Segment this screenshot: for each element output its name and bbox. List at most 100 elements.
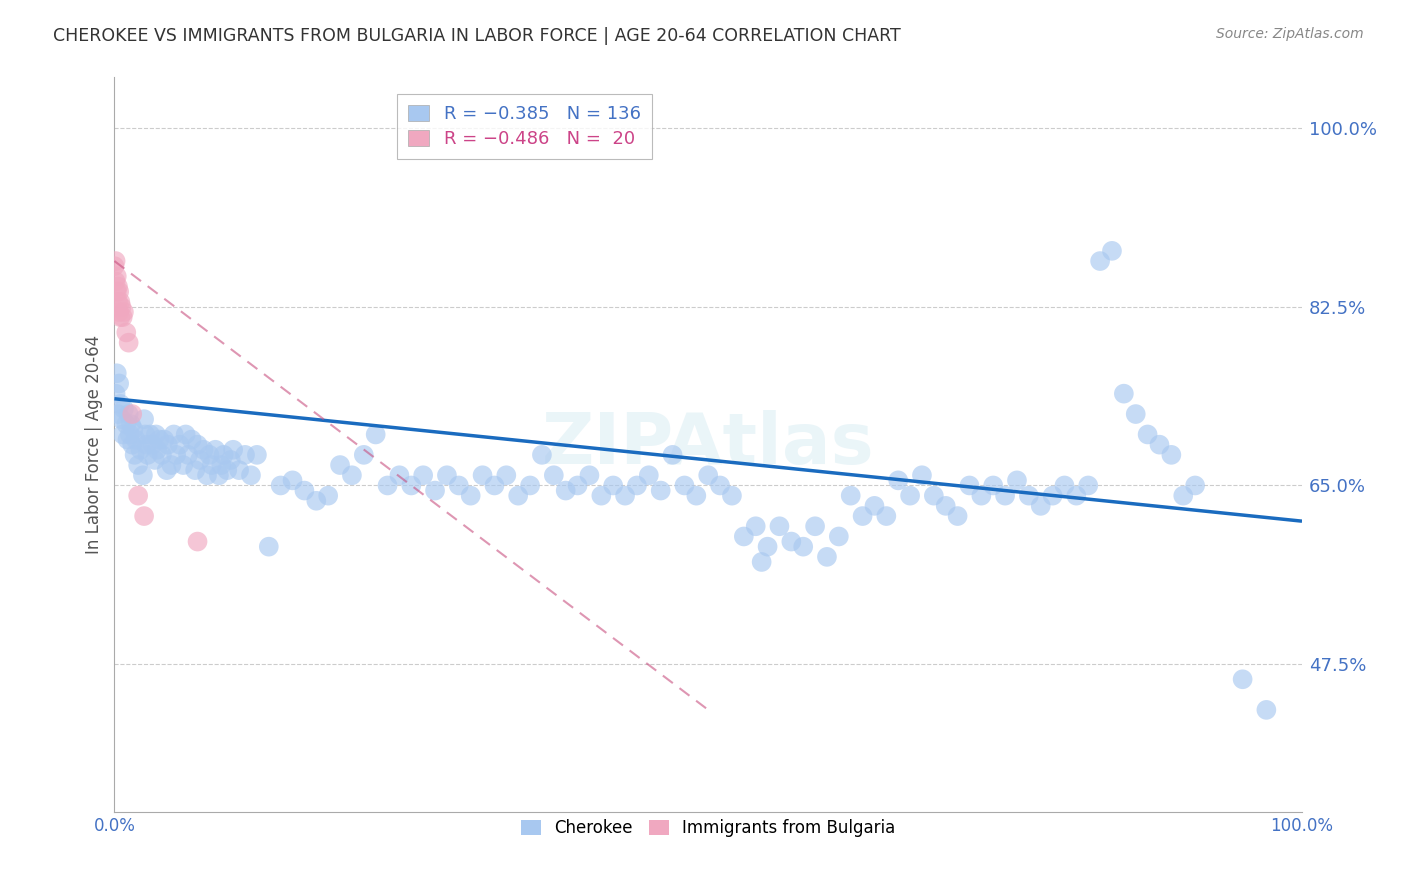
Point	[127, 458, 149, 472]
Point	[104, 275, 127, 289]
Point	[172, 458, 194, 472]
Point	[637, 468, 659, 483]
Point	[184, 463, 207, 477]
Point	[898, 489, 921, 503]
Point	[460, 489, 482, 503]
Text: CHEROKEE VS IMMIGRANTS FROM BULGARIA IN LABOR FORCE | AGE 20-64 CORRELATION CHAR: CHEROKEE VS IMMIGRANTS FROM BULGARIA IN …	[53, 27, 901, 45]
Point	[112, 305, 135, 319]
Point	[875, 509, 897, 524]
Point	[839, 489, 862, 503]
Point	[602, 478, 624, 492]
Point	[132, 509, 155, 524]
Point	[132, 468, 155, 483]
Point	[1005, 474, 1028, 488]
Point	[186, 534, 208, 549]
Point	[554, 483, 576, 498]
Point	[484, 478, 506, 492]
Point	[768, 519, 790, 533]
Point	[104, 386, 127, 401]
Y-axis label: In Labor Force | Age 20-64: In Labor Force | Age 20-64	[86, 335, 103, 554]
Point	[471, 468, 494, 483]
Point	[935, 499, 957, 513]
Point	[110, 310, 132, 325]
Point	[530, 448, 553, 462]
Point	[981, 478, 1004, 492]
Point	[1136, 427, 1159, 442]
Point	[125, 433, 148, 447]
Point	[193, 442, 215, 457]
Point	[661, 448, 683, 462]
Point	[209, 458, 232, 472]
Point	[180, 433, 202, 447]
Point	[118, 427, 141, 442]
Point	[219, 453, 242, 467]
Point	[169, 437, 191, 451]
Point	[756, 540, 779, 554]
Point	[177, 448, 200, 462]
Point	[994, 489, 1017, 503]
Point	[257, 540, 280, 554]
Point	[107, 407, 129, 421]
Point	[108, 376, 131, 391]
Point	[804, 519, 827, 533]
Point	[124, 448, 146, 462]
Point	[270, 478, 292, 492]
Point	[107, 294, 129, 309]
Point	[733, 529, 755, 543]
Point	[148, 433, 170, 447]
Point	[143, 453, 166, 467]
Point	[201, 458, 224, 472]
Point	[685, 489, 707, 503]
Point	[156, 463, 179, 477]
Point	[744, 519, 766, 533]
Point	[340, 468, 363, 483]
Point	[145, 427, 167, 442]
Point	[1029, 499, 1052, 513]
Point	[112, 401, 135, 416]
Point	[240, 468, 263, 483]
Point	[567, 478, 589, 492]
Point	[163, 427, 186, 442]
Point	[129, 442, 152, 457]
Point	[911, 468, 934, 483]
Point	[110, 412, 132, 426]
Point	[377, 478, 399, 492]
Point	[423, 483, 446, 498]
Point	[141, 437, 163, 451]
Point	[108, 305, 131, 319]
Point	[117, 433, 139, 447]
Point	[1232, 673, 1254, 687]
Point	[1042, 489, 1064, 503]
Point	[222, 442, 245, 457]
Point	[195, 468, 218, 483]
Point	[709, 478, 731, 492]
Text: Source: ZipAtlas.com: Source: ZipAtlas.com	[1216, 27, 1364, 41]
Point	[174, 427, 197, 442]
Point	[111, 310, 134, 325]
Point	[495, 468, 517, 483]
Point	[578, 468, 600, 483]
Point	[1149, 437, 1171, 451]
Point	[208, 468, 231, 483]
Point	[103, 259, 125, 273]
Point	[1101, 244, 1123, 258]
Point	[815, 549, 838, 564]
Point	[1088, 254, 1111, 268]
Point	[132, 412, 155, 426]
Point	[110, 397, 132, 411]
Point	[1112, 386, 1135, 401]
Point	[959, 478, 981, 492]
Point	[970, 489, 993, 503]
Point	[697, 468, 720, 483]
Point	[673, 478, 696, 492]
Point	[388, 468, 411, 483]
Point	[107, 279, 129, 293]
Point	[120, 417, 142, 432]
Point	[1184, 478, 1206, 492]
Point	[281, 474, 304, 488]
Point	[153, 433, 176, 447]
Point	[364, 427, 387, 442]
Point	[436, 468, 458, 483]
Point	[329, 458, 352, 472]
Point	[115, 417, 138, 432]
